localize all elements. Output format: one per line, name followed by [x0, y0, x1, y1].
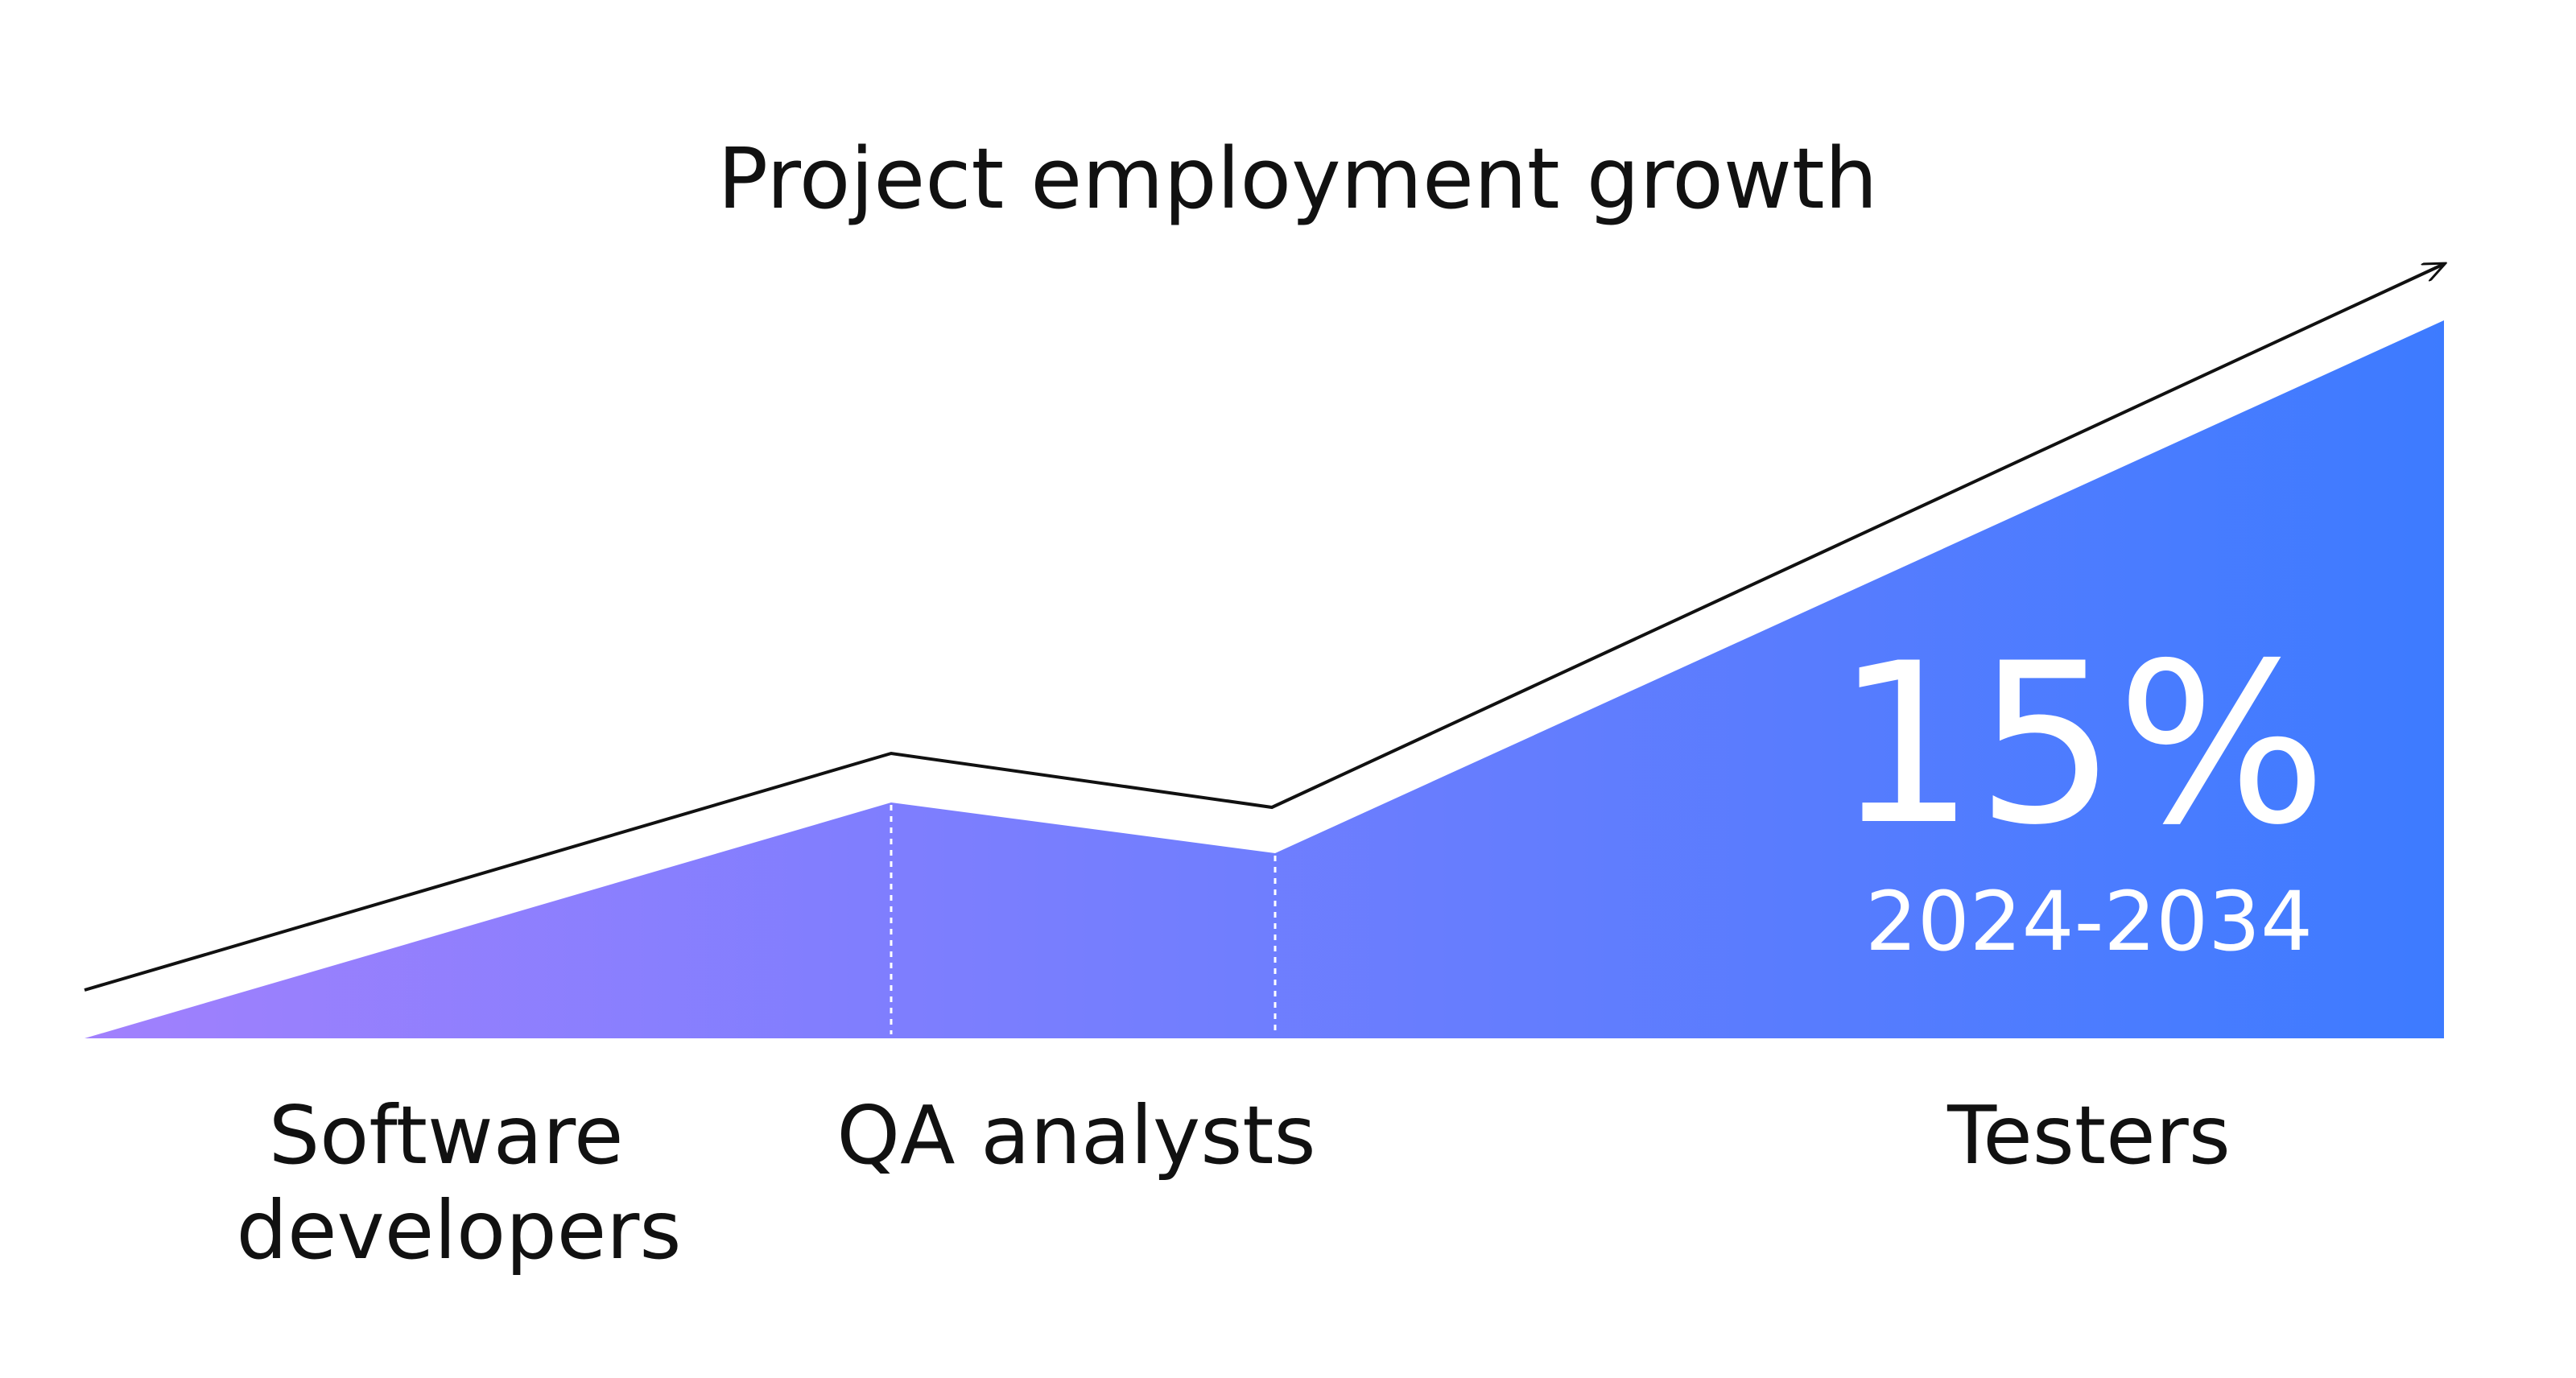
growth-percentage-label: 15%: [1835, 616, 2326, 873]
growth-area: [85, 320, 2444, 1038]
chart-title: Project employment growth: [717, 130, 1877, 228]
trend-line-arrow: [84, 264, 2444, 992]
category-label-qa-analysts: QA analysts: [836, 1088, 1315, 1182]
category-label-testers: Testers: [1946, 1088, 2231, 1182]
category-label-developers: developers: [237, 1183, 682, 1277]
category-label-software: Software: [269, 1088, 624, 1182]
growth-period-label: 2024-2034: [1865, 874, 2313, 970]
category-label-software-developers: Software developers: [237, 1088, 682, 1277]
